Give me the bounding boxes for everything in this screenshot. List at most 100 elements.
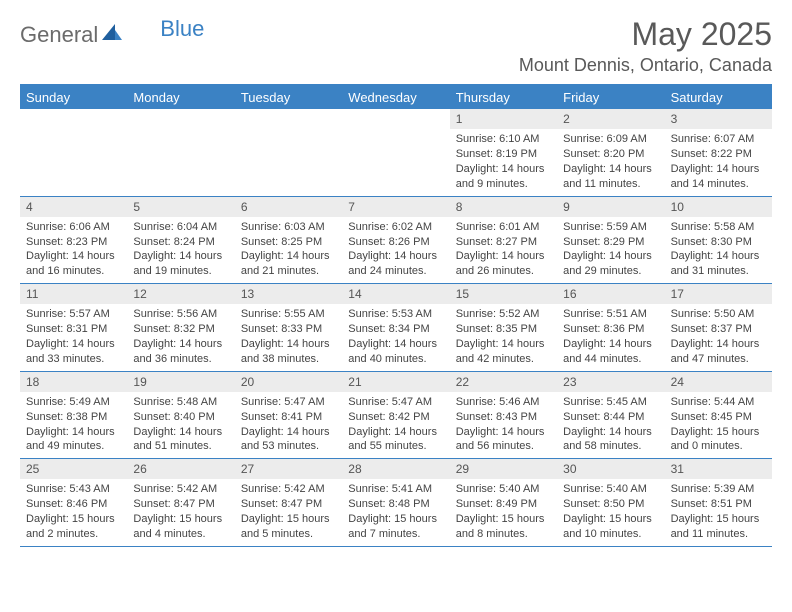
day-cell: 22Sunrise: 5:46 AMSunset: 8:43 PMDayligh… [450,372,557,459]
daylight-text: Daylight: 14 hours and 9 minutes. [456,162,551,192]
sunrise-text: Sunrise: 5:41 AM [348,482,443,497]
sunrise-text: Sunrise: 5:40 AM [456,482,551,497]
sunrise-text: Sunrise: 5:57 AM [26,307,121,322]
daylight-text: Daylight: 15 hours and 8 minutes. [456,512,551,542]
sunset-text: Sunset: 8:25 PM [241,235,336,250]
sunrise-text: Sunrise: 5:53 AM [348,307,443,322]
sunset-text: Sunset: 8:26 PM [348,235,443,250]
day-detail: Sunrise: 5:46 AMSunset: 8:43 PMDaylight:… [450,392,557,458]
week-row: 18Sunrise: 5:49 AMSunset: 8:38 PMDayligh… [20,372,772,460]
day-number: 11 [20,284,127,304]
day-number: 17 [665,284,772,304]
day-number: 29 [450,459,557,479]
day-number: 16 [557,284,664,304]
sunrise-text: Sunrise: 5:58 AM [671,220,766,235]
daylight-text: Daylight: 15 hours and 0 minutes. [671,425,766,455]
month-title: May 2025 [519,16,772,53]
sunset-text: Sunset: 8:19 PM [456,147,551,162]
day-number: 22 [450,372,557,392]
sunrise-text: Sunrise: 5:55 AM [241,307,336,322]
day-cell: 10Sunrise: 5:58 AMSunset: 8:30 PMDayligh… [665,197,772,284]
day-detail: Sunrise: 6:01 AMSunset: 8:27 PMDaylight:… [450,217,557,283]
day-number: 25 [20,459,127,479]
day-number: 6 [235,197,342,217]
day-detail: Sunrise: 6:07 AMSunset: 8:22 PMDaylight:… [665,129,772,195]
sunrise-text: Sunrise: 5:51 AM [563,307,658,322]
sunset-text: Sunset: 8:47 PM [133,497,228,512]
calendar: Sunday Monday Tuesday Wednesday Thursday… [20,84,772,547]
day-detail: Sunrise: 5:47 AMSunset: 8:41 PMDaylight:… [235,392,342,458]
day-number: 4 [20,197,127,217]
sunset-text: Sunset: 8:43 PM [456,410,551,425]
day-cell: 26Sunrise: 5:42 AMSunset: 8:47 PMDayligh… [127,459,234,546]
day-detail: Sunrise: 5:53 AMSunset: 8:34 PMDaylight:… [342,304,449,370]
day-detail: Sunrise: 5:44 AMSunset: 8:45 PMDaylight:… [665,392,772,458]
sunset-text: Sunset: 8:24 PM [133,235,228,250]
day-number: 31 [665,459,772,479]
sunset-text: Sunset: 8:42 PM [348,410,443,425]
weeks-container: 1Sunrise: 6:10 AMSunset: 8:19 PMDaylight… [20,109,772,547]
day-cell: 19Sunrise: 5:48 AMSunset: 8:40 PMDayligh… [127,372,234,459]
day-detail: Sunrise: 6:04 AMSunset: 8:24 PMDaylight:… [127,217,234,283]
sunrise-text: Sunrise: 6:01 AM [456,220,551,235]
daylight-text: Daylight: 14 hours and 31 minutes. [671,249,766,279]
day-detail: Sunrise: 6:10 AMSunset: 8:19 PMDaylight:… [450,129,557,195]
sunrise-text: Sunrise: 5:59 AM [563,220,658,235]
title-block: May 2025 Mount Dennis, Ontario, Canada [519,16,772,76]
sunrise-text: Sunrise: 5:42 AM [133,482,228,497]
day-cell [127,109,234,196]
day-cell: 27Sunrise: 5:42 AMSunset: 8:47 PMDayligh… [235,459,342,546]
sunset-text: Sunset: 8:34 PM [348,322,443,337]
sunset-text: Sunset: 8:27 PM [456,235,551,250]
daylight-text: Daylight: 14 hours and 26 minutes. [456,249,551,279]
week-row: 4Sunrise: 6:06 AMSunset: 8:23 PMDaylight… [20,197,772,285]
daylight-text: Daylight: 14 hours and 42 minutes. [456,337,551,367]
day-cell [342,109,449,196]
logo-sail-icon [102,24,122,47]
day-cell: 17Sunrise: 5:50 AMSunset: 8:37 PMDayligh… [665,284,772,371]
daylight-text: Daylight: 14 hours and 16 minutes. [26,249,121,279]
day-detail: Sunrise: 5:48 AMSunset: 8:40 PMDaylight:… [127,392,234,458]
sunrise-text: Sunrise: 6:03 AM [241,220,336,235]
day-detail: Sunrise: 6:02 AMSunset: 8:26 PMDaylight:… [342,217,449,283]
sunset-text: Sunset: 8:44 PM [563,410,658,425]
day-detail: Sunrise: 5:57 AMSunset: 8:31 PMDaylight:… [20,304,127,370]
sunrise-text: Sunrise: 5:39 AM [671,482,766,497]
day-number: 5 [127,197,234,217]
sunset-text: Sunset: 8:49 PM [456,497,551,512]
day-cell: 16Sunrise: 5:51 AMSunset: 8:36 PMDayligh… [557,284,664,371]
day-detail: Sunrise: 5:39 AMSunset: 8:51 PMDaylight:… [665,479,772,545]
day-cell: 5Sunrise: 6:04 AMSunset: 8:24 PMDaylight… [127,197,234,284]
sunset-text: Sunset: 8:31 PM [26,322,121,337]
sunrise-text: Sunrise: 6:10 AM [456,132,551,147]
logo-text-2: Blue [160,16,204,42]
daylight-text: Daylight: 14 hours and 21 minutes. [241,249,336,279]
day-number [20,109,127,113]
dow-fri: Friday [557,86,664,109]
day-number: 9 [557,197,664,217]
location: Mount Dennis, Ontario, Canada [519,55,772,76]
day-number [342,109,449,113]
day-detail: Sunrise: 5:51 AMSunset: 8:36 PMDaylight:… [557,304,664,370]
day-number: 24 [665,372,772,392]
sunrise-text: Sunrise: 6:06 AM [26,220,121,235]
sunset-text: Sunset: 8:51 PM [671,497,766,512]
daylight-text: Daylight: 14 hours and 24 minutes. [348,249,443,279]
day-detail: Sunrise: 6:06 AMSunset: 8:23 PMDaylight:… [20,217,127,283]
day-cell: 3Sunrise: 6:07 AMSunset: 8:22 PMDaylight… [665,109,772,196]
dow-mon: Monday [127,86,234,109]
day-number: 8 [450,197,557,217]
day-number: 23 [557,372,664,392]
day-detail: Sunrise: 5:45 AMSunset: 8:44 PMDaylight:… [557,392,664,458]
sunset-text: Sunset: 8:32 PM [133,322,228,337]
day-cell: 13Sunrise: 5:55 AMSunset: 8:33 PMDayligh… [235,284,342,371]
day-cell: 7Sunrise: 6:02 AMSunset: 8:26 PMDaylight… [342,197,449,284]
sunset-text: Sunset: 8:22 PM [671,147,766,162]
sunset-text: Sunset: 8:29 PM [563,235,658,250]
day-detail: Sunrise: 5:55 AMSunset: 8:33 PMDaylight:… [235,304,342,370]
daylight-text: Daylight: 15 hours and 5 minutes. [241,512,336,542]
dow-sun: Sunday [20,86,127,109]
sunset-text: Sunset: 8:20 PM [563,147,658,162]
day-cell: 31Sunrise: 5:39 AMSunset: 8:51 PMDayligh… [665,459,772,546]
day-detail: Sunrise: 5:43 AMSunset: 8:46 PMDaylight:… [20,479,127,545]
